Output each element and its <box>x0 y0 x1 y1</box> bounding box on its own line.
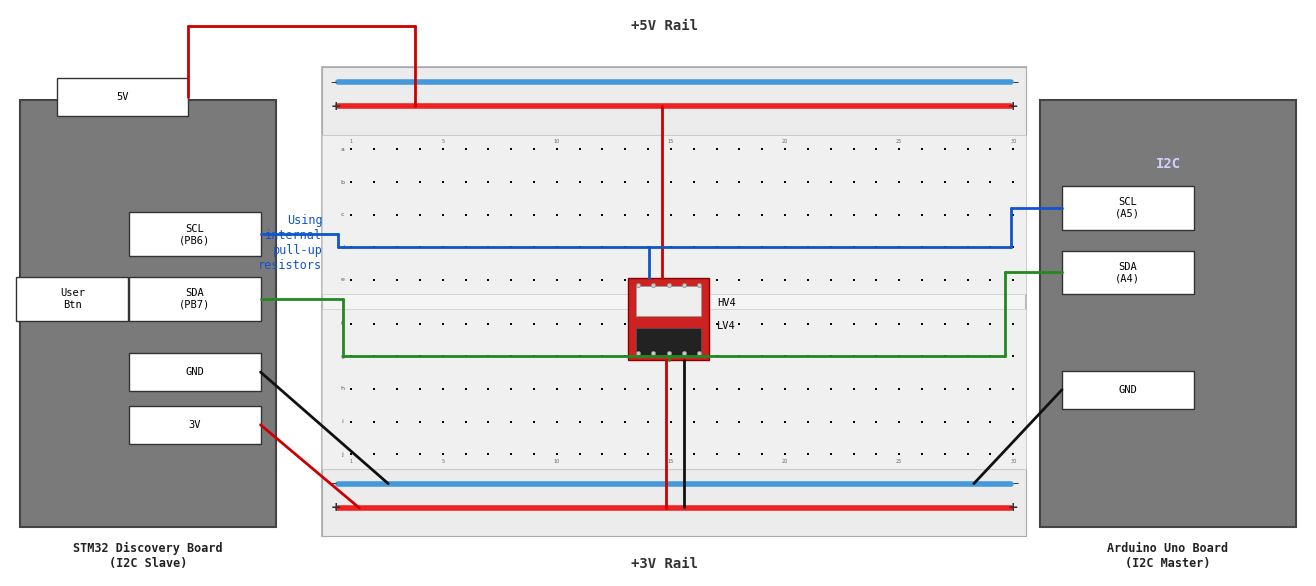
FancyBboxPatch shape <box>1062 371 1194 409</box>
FancyBboxPatch shape <box>1062 186 1194 230</box>
Text: STM32 Discovery Board
(I2C Slave): STM32 Discovery Board (I2C Slave) <box>74 542 222 570</box>
Bar <box>636 328 701 355</box>
Text: GND: GND <box>186 367 204 377</box>
Text: 20: 20 <box>782 139 788 144</box>
FancyBboxPatch shape <box>1040 100 1296 527</box>
Text: I2C: I2C <box>1155 157 1182 171</box>
Text: +: + <box>1008 100 1019 113</box>
FancyBboxPatch shape <box>129 277 261 321</box>
FancyBboxPatch shape <box>16 277 129 321</box>
Text: 25: 25 <box>896 139 903 144</box>
Bar <box>636 286 701 316</box>
Text: 15: 15 <box>667 459 674 464</box>
Text: 5: 5 <box>441 139 445 144</box>
Text: i: i <box>341 419 343 424</box>
Text: 30: 30 <box>1011 139 1016 144</box>
Text: +5V Rail: +5V Rail <box>632 19 697 33</box>
Text: +: + <box>330 100 341 113</box>
Text: User
Btn: User Btn <box>61 288 84 309</box>
Text: h: h <box>340 386 345 391</box>
Text: g: g <box>340 354 345 359</box>
Text: 3V: 3V <box>188 420 201 430</box>
Text: b: b <box>340 179 345 185</box>
Bar <box>628 278 709 360</box>
Bar <box>322 135 1026 294</box>
Text: 5V: 5V <box>116 91 129 102</box>
Text: GND: GND <box>1119 384 1137 395</box>
Text: 5: 5 <box>441 459 445 464</box>
Text: 30: 30 <box>1011 459 1016 464</box>
FancyBboxPatch shape <box>129 406 261 444</box>
Text: j: j <box>341 452 343 456</box>
Bar <box>322 67 1026 536</box>
Bar <box>322 469 1026 536</box>
Text: 15: 15 <box>667 139 674 144</box>
Bar <box>322 67 1026 135</box>
Text: –: – <box>1012 76 1019 88</box>
Text: d: d <box>340 245 345 250</box>
FancyBboxPatch shape <box>20 100 276 527</box>
FancyBboxPatch shape <box>1062 251 1194 294</box>
Text: +: + <box>330 502 341 515</box>
Text: LV4: LV4 <box>717 321 736 332</box>
Text: SCL
(A5): SCL (A5) <box>1116 197 1140 219</box>
Text: HV4: HV4 <box>717 298 736 308</box>
Text: f: f <box>341 321 343 326</box>
Bar <box>322 309 1026 469</box>
Text: SDA
(A4): SDA (A4) <box>1116 262 1140 283</box>
Text: –: – <box>330 76 337 88</box>
Text: +: + <box>1008 502 1019 515</box>
Text: 1: 1 <box>350 459 353 464</box>
Text: e: e <box>341 277 343 282</box>
Text: Using
internal
pull-up
resistors: Using internal pull-up resistors <box>258 214 322 272</box>
Text: –: – <box>330 477 337 490</box>
Text: 20: 20 <box>782 459 788 464</box>
Text: a: a <box>341 147 343 152</box>
Text: SCL
(PB6): SCL (PB6) <box>179 224 211 245</box>
Text: 1: 1 <box>350 139 353 144</box>
FancyBboxPatch shape <box>57 78 188 116</box>
Text: c: c <box>341 212 343 217</box>
Text: –: – <box>1012 477 1019 490</box>
Text: +3V Rail: +3V Rail <box>632 557 697 571</box>
Text: 25: 25 <box>896 459 903 464</box>
Text: Arduino Uno Board
(I2C Master): Arduino Uno Board (I2C Master) <box>1107 542 1229 570</box>
Text: SDA
(PB7): SDA (PB7) <box>179 288 211 309</box>
Text: 10: 10 <box>554 459 559 464</box>
Text: I2C1: I2C1 <box>158 216 192 230</box>
Text: 10: 10 <box>554 139 559 144</box>
FancyBboxPatch shape <box>129 213 261 257</box>
FancyBboxPatch shape <box>129 353 261 391</box>
